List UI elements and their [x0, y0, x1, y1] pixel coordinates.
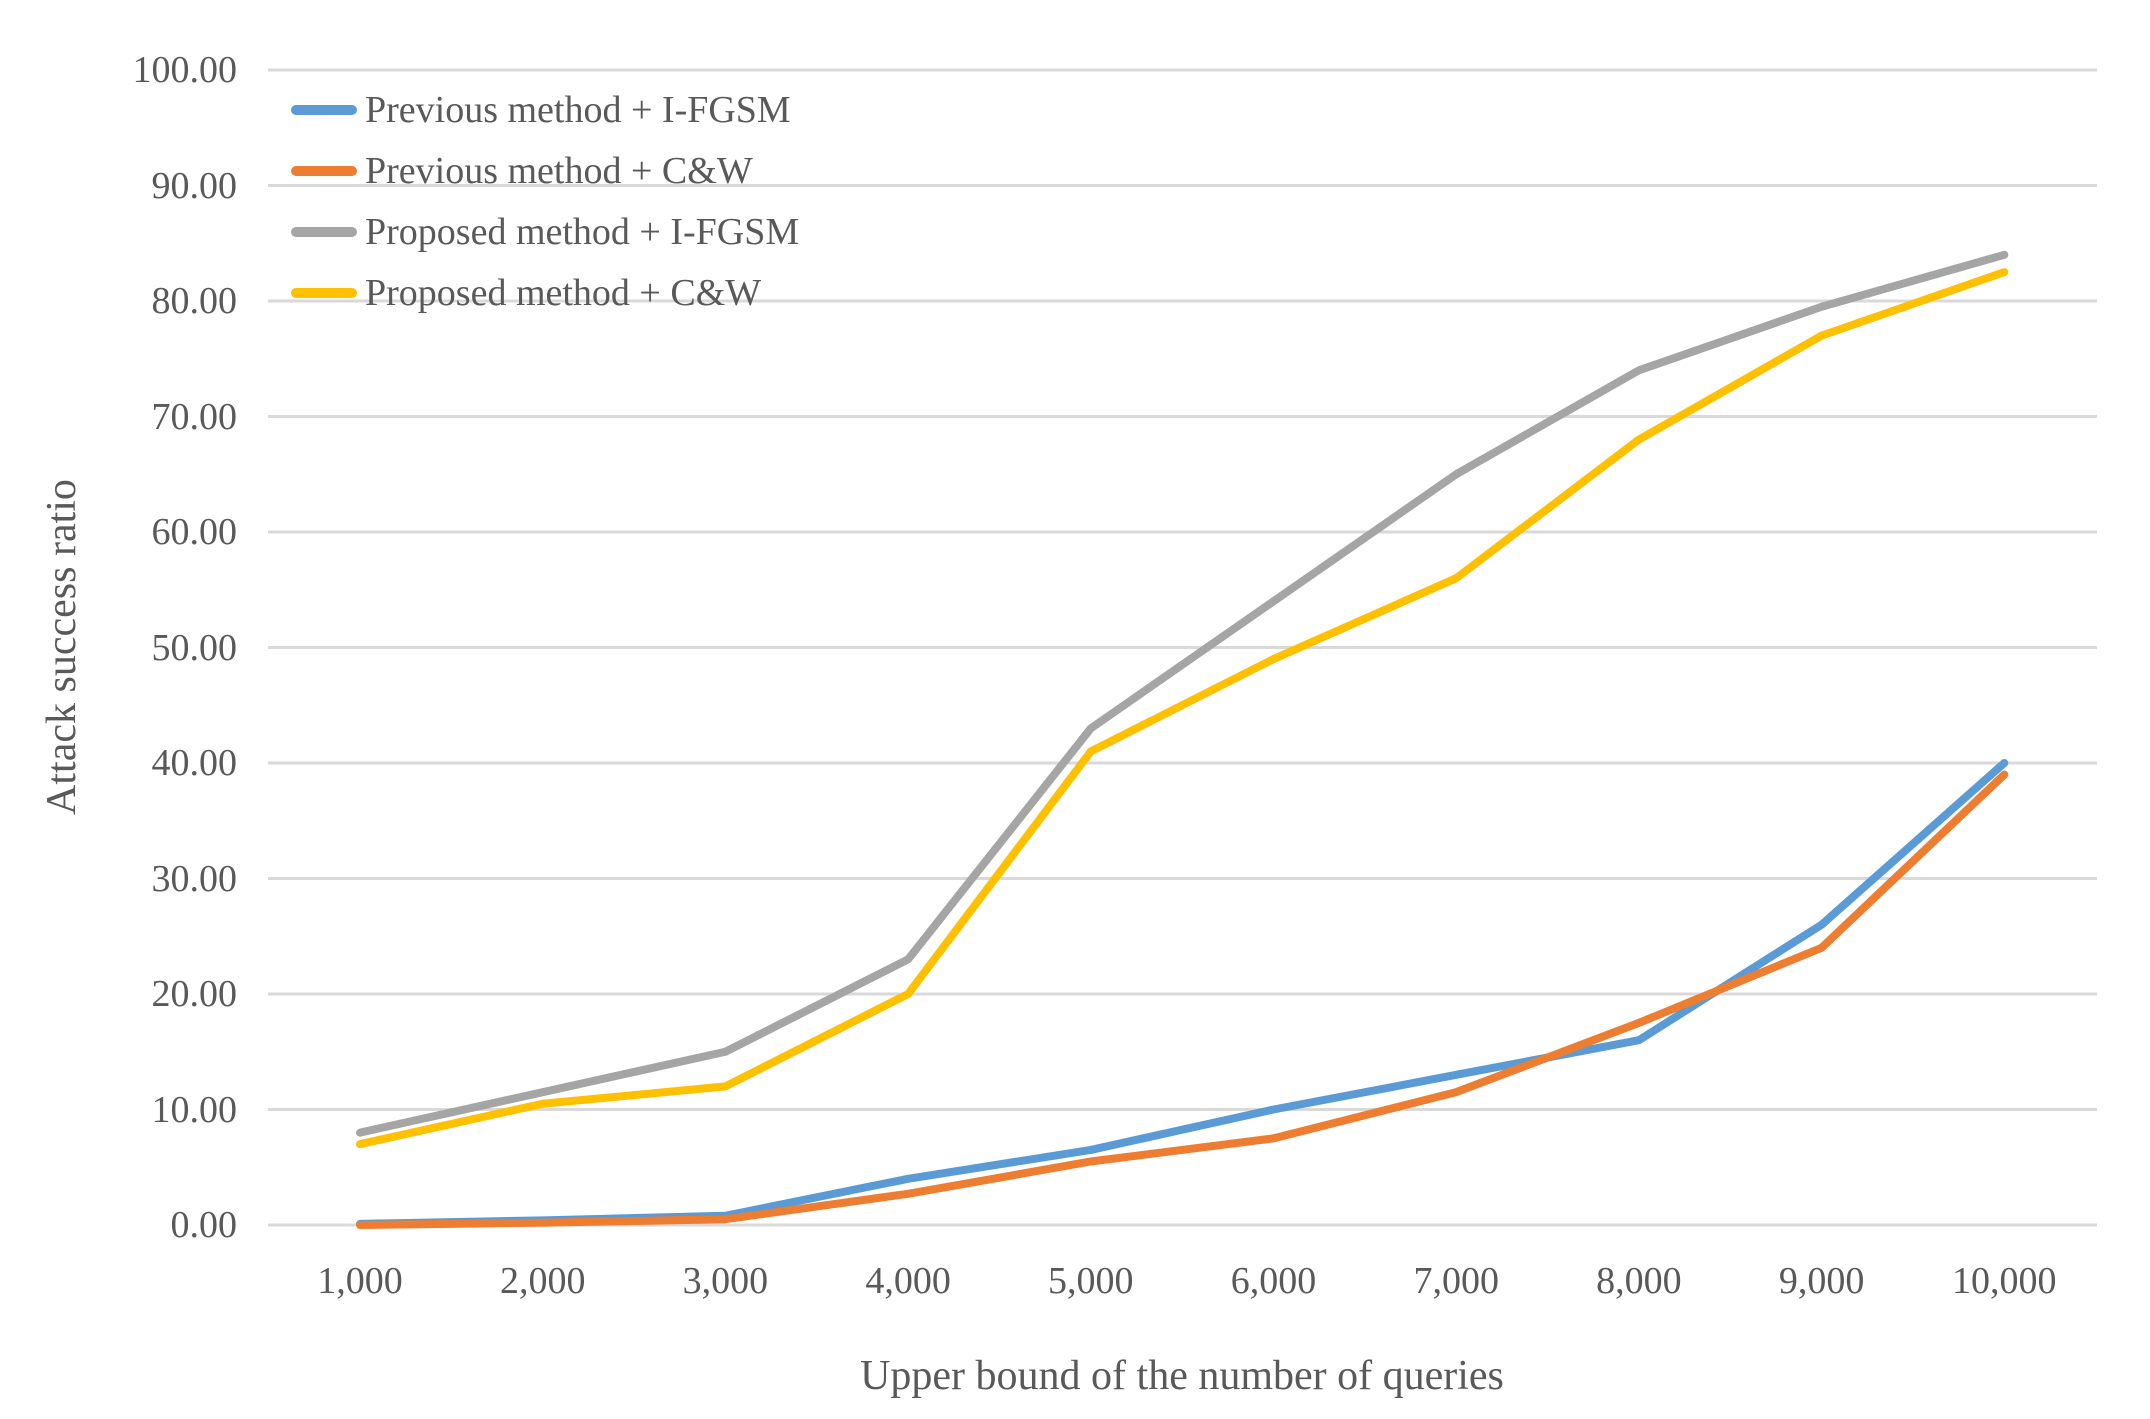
- x-tick-label: 10,000: [1952, 1260, 2057, 1302]
- legend-label: Previous method + C&W: [365, 149, 753, 192]
- y-tick-label: 90.00: [151, 164, 238, 207]
- x-tick-label: 9,000: [1778, 1260, 1865, 1302]
- x-tick-label: 5,000: [1048, 1260, 1134, 1302]
- y-tick-label: 10.00: [151, 1088, 238, 1131]
- legend-label: Proposed method + I-FGSM: [365, 210, 800, 253]
- x-tick-label: 8,000: [1596, 1260, 1682, 1302]
- y-tick-label: 20.00: [151, 973, 238, 1015]
- series-line-proposed-method-c-w: [356, 268, 2009, 1149]
- y-tick-label: 60.00: [151, 511, 238, 553]
- series-lines: [356, 250, 2009, 1229]
- x-tick-label: 3,000: [682, 1260, 769, 1302]
- y-tick-label: 0.00: [170, 1204, 238, 1246]
- legend-swatch-previous-method-c-w: [291, 165, 357, 176]
- legend-item-previous-method-i-fgsm: Previous method + I-FGSM: [291, 79, 799, 140]
- legend-item-proposed-method-i-fgsm: Proposed method + I-FGSM: [291, 201, 799, 262]
- legend-item-previous-method-c-w: Previous method + C&W: [291, 140, 799, 201]
- series-line-proposed-method-i-fgsm: [356, 250, 2009, 1137]
- x-tick-label: 6,000: [1230, 1260, 1317, 1302]
- y-tick-label: 30.00: [151, 857, 238, 900]
- y-tick-label: 50.00: [151, 626, 238, 669]
- y-tick-label: 80.00: [151, 280, 238, 322]
- y-tick-label: 100.00: [132, 49, 238, 91]
- gridlines: [268, 68, 2097, 1227]
- legend-label: Proposed method + C&W: [365, 271, 762, 314]
- x-tick-label: 1,000: [317, 1260, 403, 1302]
- x-tick-label: 7,000: [1413, 1260, 1499, 1302]
- y-tick-label: 70.00: [151, 395, 238, 438]
- y-tick-label: 40.00: [151, 742, 238, 784]
- x-tick-label: 2,000: [499, 1260, 586, 1302]
- legend-label: Previous method + I-FGSM: [365, 88, 791, 131]
- legend: Previous method + I-FGSM Previous method …: [291, 79, 799, 323]
- legend-swatch-previous-method-i-fgsm: [291, 104, 357, 115]
- legend-swatch-proposed-method-i-fgsm: [291, 226, 357, 237]
- legend-swatch-proposed-method-c-w: [291, 287, 357, 298]
- series-line-previous-method-c-w: [356, 770, 2009, 1229]
- x-tick-label: 4,000: [865, 1260, 951, 1302]
- legend-item-proposed-method-c-w: Proposed method + C&W: [291, 262, 799, 323]
- y-axis-title: Attack success ratio: [39, 479, 85, 815]
- x-axis-title: Upper bound of the number of queries: [860, 1353, 1504, 1399]
